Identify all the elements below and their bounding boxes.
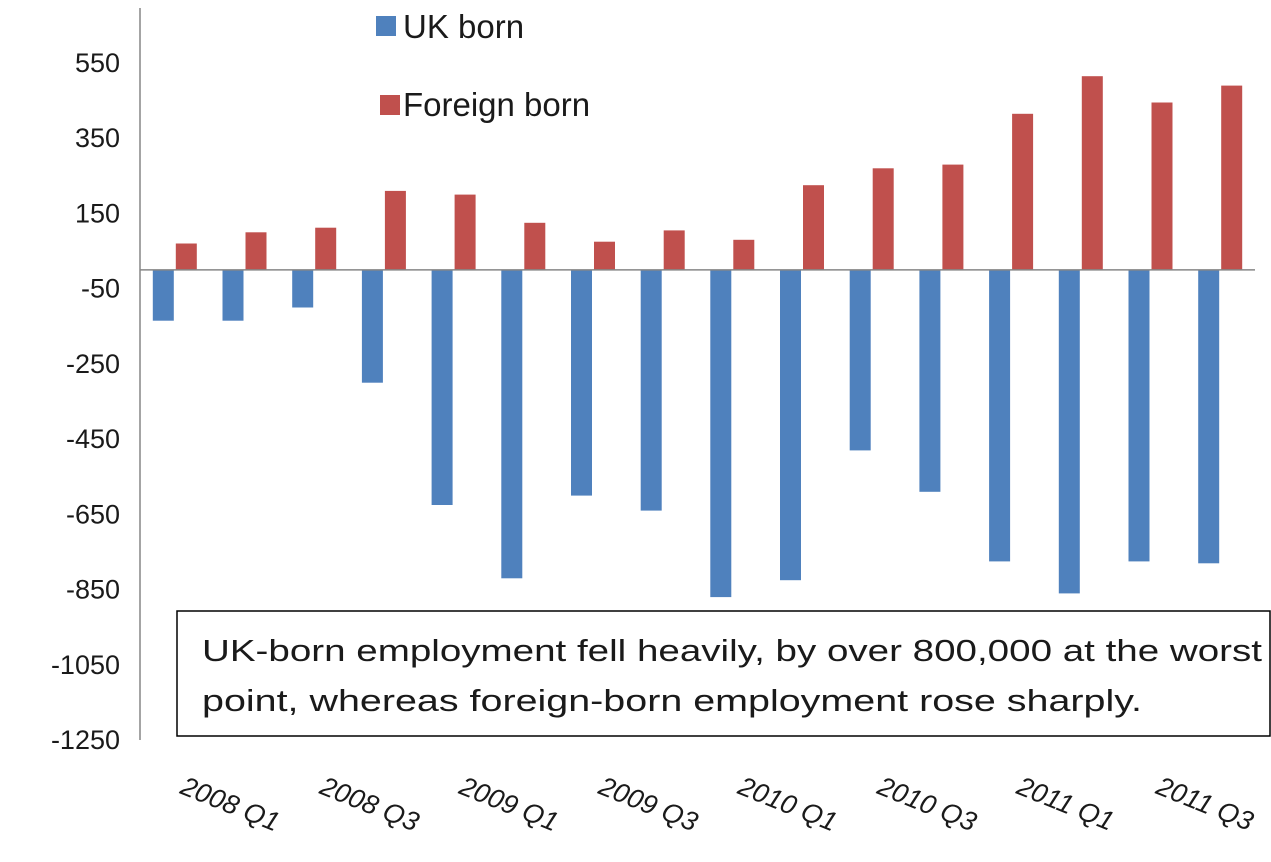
bar-uk-born-2008-q4	[361, 269, 383, 383]
bar-uk-born-2009-q2	[501, 269, 523, 579]
y-tick-label: -50	[81, 274, 120, 304]
x-tick-label: 2011 Q1	[1012, 770, 1118, 836]
bars-layer	[152, 76, 1243, 598]
bar-uk-born-2009-q4	[640, 269, 662, 511]
bar-uk-born-2011-q4	[1198, 269, 1220, 564]
bar-foreign-born-2010-q2	[803, 185, 824, 270]
bar-uk-born-2009-q1	[431, 269, 453, 505]
bar-foreign-born-2009-q4	[663, 230, 685, 270]
y-axis-ticks: 550 350 150 -50 -250 -450 -650 -850 -1050 -1250	[51, 48, 120, 755]
x-tick-label: 2010 Q1	[733, 770, 841, 837]
bar-uk-born-2009-q3	[571, 269, 592, 496]
bar-foreign-born-2011-q1	[1012, 113, 1034, 270]
bar-foreign-born-2008-q1	[175, 243, 197, 270]
bar-uk-born-2011-q2	[1058, 269, 1080, 594]
bar-foreign-born-2008-q4	[384, 190, 406, 270]
bar-foreign-born-2011-q2	[1081, 76, 1103, 270]
y-tick-label: 150	[75, 198, 120, 228]
x-tick-label: 2008 Q3	[315, 770, 423, 837]
bar-foreign-born-2008-q2	[245, 232, 267, 270]
bar-foreign-born-2009-q3	[594, 241, 615, 270]
bar-uk-born-2010-q1	[710, 269, 732, 598]
legend-swatch-foreign-born	[380, 95, 400, 115]
bar-uk-born-2011-q1	[989, 269, 1011, 562]
legend-label-foreign-born: Foreign born	[403, 86, 590, 123]
x-tick-label: 2011 Q3	[1151, 770, 1257, 836]
bar-uk-born-2008-q2	[222, 269, 244, 321]
y-tick-label: -1250	[51, 725, 120, 755]
x-tick-label: 2010 Q3	[873, 770, 981, 837]
annotation-line-1: UK-born employment fell heavily, by over…	[202, 633, 1262, 668]
y-tick-label: -650	[66, 499, 120, 529]
y-tick-label: -250	[66, 349, 120, 379]
y-tick-label: 550	[75, 48, 120, 78]
y-tick-label: -850	[66, 575, 120, 605]
bar-foreign-born-2009-q1	[454, 194, 476, 270]
y-tick-label: -1050	[51, 650, 120, 680]
bar-foreign-born-2010-q4	[942, 164, 964, 270]
legend: UK born Foreign born	[376, 8, 590, 123]
bar-uk-born-2008-q1	[152, 269, 174, 321]
bar-foreign-born-2009-q2	[524, 222, 546, 270]
bar-foreign-born-2008-q3	[315, 227, 337, 270]
annotation-line-2: point, whereas foreign-born employment r…	[202, 683, 1142, 718]
x-tick-label: 2008 Q1	[176, 770, 284, 837]
x-axis-ticks: 2008 Q1 2008 Q3 2009 Q1 2009 Q3 2010 Q1 2010 …	[176, 770, 1258, 837]
bar-foreign-born-2010-q1	[733, 239, 755, 270]
annotation-box: UK-born employment fell heavily, by over…	[176, 610, 1271, 737]
bar-foreign-born-2011-q3	[1151, 102, 1173, 270]
bar-foreign-born-2010-q3	[872, 168, 894, 270]
bar-uk-born-2010-q2	[780, 269, 801, 581]
bar-foreign-born-2011-q4	[1221, 85, 1243, 270]
y-tick-label: -450	[66, 424, 120, 454]
x-tick-label: 2009 Q1	[454, 770, 562, 837]
legend-label-uk-born: UK born	[403, 8, 524, 45]
legend-swatch-uk-born	[376, 16, 396, 36]
bar-uk-born-2011-q3	[1128, 269, 1150, 562]
bar-uk-born-2010-q3	[849, 269, 871, 451]
bar-uk-born-2008-q3	[292, 269, 314, 308]
bar-uk-born-2010-q4	[919, 269, 941, 492]
x-tick-label: 2009 Q3	[594, 770, 702, 837]
y-tick-label: 350	[75, 123, 120, 153]
